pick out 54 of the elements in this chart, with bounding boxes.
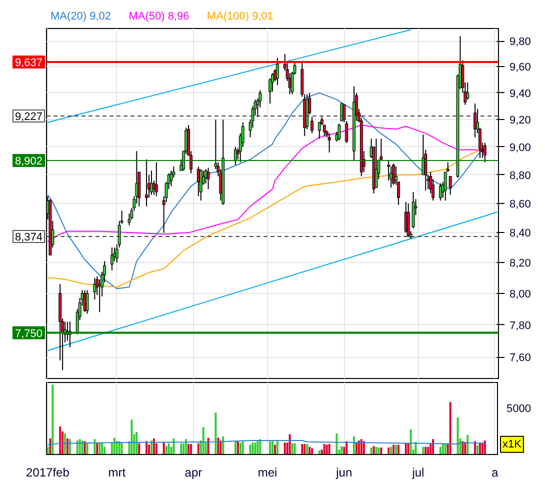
text: MA(100) 9,01 (206, 10, 274, 22)
candlestick (448, 176, 452, 196)
y-tick-label: 7,60 (510, 352, 531, 364)
candlestick (150, 170, 153, 196)
candlestick (483, 142, 486, 163)
candlestick (93, 277, 96, 300)
candlestick (340, 103, 344, 122)
candlestick (392, 163, 395, 186)
x-tick-label: mei (258, 466, 278, 480)
candlestick (154, 162, 158, 197)
y-tick-label: 8,80 (510, 170, 531, 182)
x-tick-label: 2017feb (26, 466, 70, 480)
x-tick-label: jun (335, 466, 352, 480)
ref-line-label: 8,374 (14, 232, 43, 244)
y-tick-label: 9,60 (510, 62, 531, 74)
ref-line-label: 7,750 (14, 328, 43, 340)
candlestick (206, 167, 210, 190)
y-tick-label: 8,40 (510, 228, 531, 240)
x-tick-label: jul (411, 466, 424, 480)
y-tick-label: 9,80 (510, 36, 531, 48)
ref-line-label: 9,227 (14, 110, 43, 123)
candlestick (374, 138, 378, 188)
y-tick-label: 9,00 (510, 142, 531, 154)
candlestick (474, 103, 477, 138)
candlestick (310, 116, 314, 134)
candlestick (345, 120, 348, 144)
x-tick-label: a (491, 466, 498, 480)
text: MA(50) 8,96 (128, 10, 190, 22)
y-tick-label: 8,60 (510, 198, 531, 210)
candlestick (110, 247, 114, 271)
candlestick (170, 170, 173, 187)
y-tick-label: 9,20 (510, 114, 531, 127)
text: MA(20) 9,02 (50, 10, 112, 22)
candlestick (86, 290, 89, 314)
text: 5000 (506, 403, 531, 416)
y-tick-label: 8,20 (510, 258, 531, 270)
candlestick (276, 57, 279, 86)
candlestick (145, 158, 148, 207)
candlestick (338, 123, 341, 141)
candlestick (199, 168, 202, 202)
x-tick-label: mrt (108, 466, 126, 480)
x-tick-label: apr (184, 466, 202, 480)
line-series (47, 124, 486, 242)
candlestick (328, 132, 331, 153)
line-series (47, 92, 486, 290)
ref-line-label: 8,902 (14, 156, 43, 168)
y-tick-label: 9,40 (510, 88, 531, 100)
line-series (47, 145, 486, 288)
y-tick-label: 7,80 (510, 320, 531, 332)
y-tick-label: 8,00 (510, 288, 531, 300)
candlestick (438, 182, 442, 202)
text: x1K (502, 438, 522, 450)
ref-line-label: 9,637 (14, 56, 43, 69)
candlestick (406, 202, 410, 238)
